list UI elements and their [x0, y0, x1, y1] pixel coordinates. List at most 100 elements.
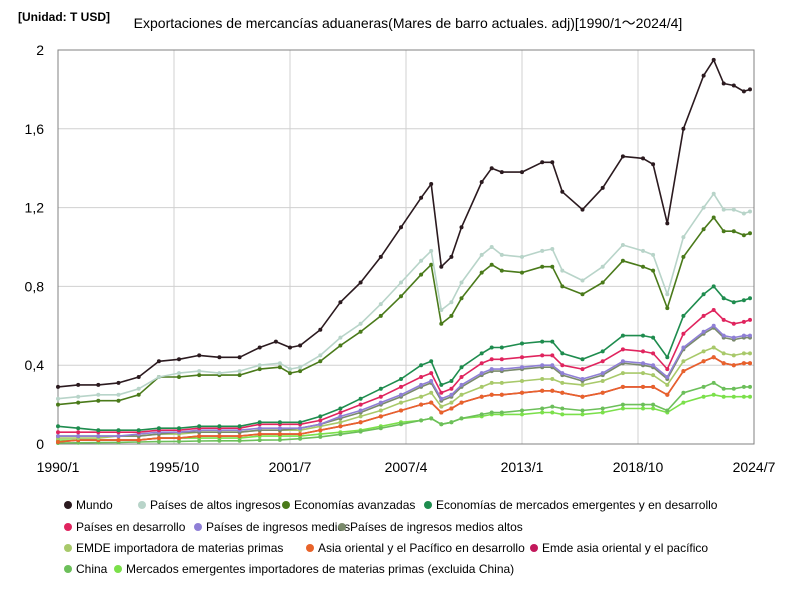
data-point — [748, 317, 752, 322]
legend-label: Emde asia oriental y el pacífico — [542, 541, 708, 555]
data-point — [560, 390, 565, 395]
data-point — [237, 424, 242, 429]
data-point — [711, 57, 716, 62]
legend-item: China — [64, 562, 108, 576]
legend-marker — [338, 523, 346, 531]
data-point — [419, 394, 424, 399]
data-point — [378, 254, 383, 259]
plot-frame — [57, 49, 755, 445]
data-point — [560, 406, 565, 411]
legend-marker — [306, 544, 314, 552]
data-point — [479, 412, 484, 417]
data-point — [399, 280, 403, 285]
data-point — [479, 394, 484, 399]
data-point — [116, 428, 121, 433]
data-point — [338, 406, 343, 411]
x-tick-label: 2007/4 — [385, 459, 428, 475]
data-point — [600, 349, 605, 354]
data-point — [540, 160, 545, 165]
legend: Mundo Países de altos ingresos Economías a… — [64, 498, 718, 576]
data-point — [681, 313, 686, 318]
data-point — [217, 424, 222, 429]
legend-marker — [64, 523, 72, 531]
data-point — [439, 382, 444, 387]
data-point — [560, 284, 565, 289]
data-point — [273, 339, 278, 344]
data-point — [56, 424, 60, 429]
data-point — [257, 367, 262, 372]
data-point — [429, 359, 434, 364]
data-point — [449, 420, 454, 425]
data-point — [318, 359, 323, 364]
data-point — [358, 280, 363, 285]
data-point — [277, 426, 282, 431]
data-point — [651, 384, 656, 389]
data-point — [156, 439, 161, 444]
data-point — [358, 396, 363, 401]
data-point — [651, 406, 656, 411]
data-point — [76, 382, 81, 387]
data-point — [298, 436, 303, 441]
data-point — [620, 371, 625, 376]
data-point — [399, 408, 403, 413]
data-point — [419, 418, 424, 423]
data-point — [651, 252, 656, 257]
data-point — [641, 384, 645, 389]
data-point — [550, 353, 555, 358]
data-point — [156, 375, 161, 379]
data-point — [499, 252, 504, 257]
data-point — [96, 392, 101, 397]
data-point — [429, 262, 434, 267]
legend-label: Economías de mercados emergentes y en de… — [436, 498, 718, 512]
data-point — [378, 414, 383, 419]
data-point — [681, 331, 686, 336]
data-point — [580, 357, 585, 362]
data-point — [540, 339, 545, 344]
data-point — [318, 422, 323, 427]
data-point — [56, 430, 60, 435]
data-point — [177, 375, 181, 379]
legend-item: Mercados emergentes importadores de mate… — [114, 562, 514, 576]
data-point — [665, 221, 670, 226]
legend-label: Países de ingresos medios altos — [350, 520, 523, 534]
data-point — [439, 308, 444, 312]
data-point — [620, 347, 625, 352]
data-point — [288, 371, 292, 376]
legend-marker — [64, 501, 72, 509]
data-point — [520, 341, 524, 346]
data-point — [257, 420, 262, 425]
legend-marker — [64, 565, 72, 573]
data-point — [580, 382, 585, 387]
data-point — [550, 247, 555, 251]
data-point — [681, 235, 686, 240]
data-point — [378, 408, 383, 413]
data-point — [580, 278, 585, 283]
legend-label: Países en desarrollo — [76, 520, 186, 534]
data-point — [701, 359, 706, 364]
data-point — [378, 313, 383, 318]
data-point — [136, 375, 141, 379]
data-point — [489, 357, 494, 362]
data-point — [620, 406, 625, 411]
data-point — [479, 351, 484, 356]
series-8 — [56, 355, 752, 444]
data-point — [600, 371, 605, 376]
data-point — [701, 205, 706, 210]
data-point — [499, 357, 504, 362]
data-point — [731, 300, 736, 305]
data-point — [731, 363, 736, 368]
data-point — [741, 233, 746, 238]
legend-label: Mercados emergentes importadores de mate… — [126, 562, 514, 576]
y-tick-label: 1,2 — [25, 200, 45, 216]
data-point — [580, 412, 585, 417]
data-point — [701, 349, 706, 354]
data-point — [600, 390, 605, 395]
data-point — [641, 156, 645, 161]
data-point — [177, 436, 181, 441]
data-point — [489, 392, 494, 397]
data-point — [748, 394, 752, 399]
data-point — [96, 434, 101, 439]
data-point — [257, 345, 262, 350]
data-point — [560, 363, 565, 368]
data-point — [288, 345, 292, 350]
